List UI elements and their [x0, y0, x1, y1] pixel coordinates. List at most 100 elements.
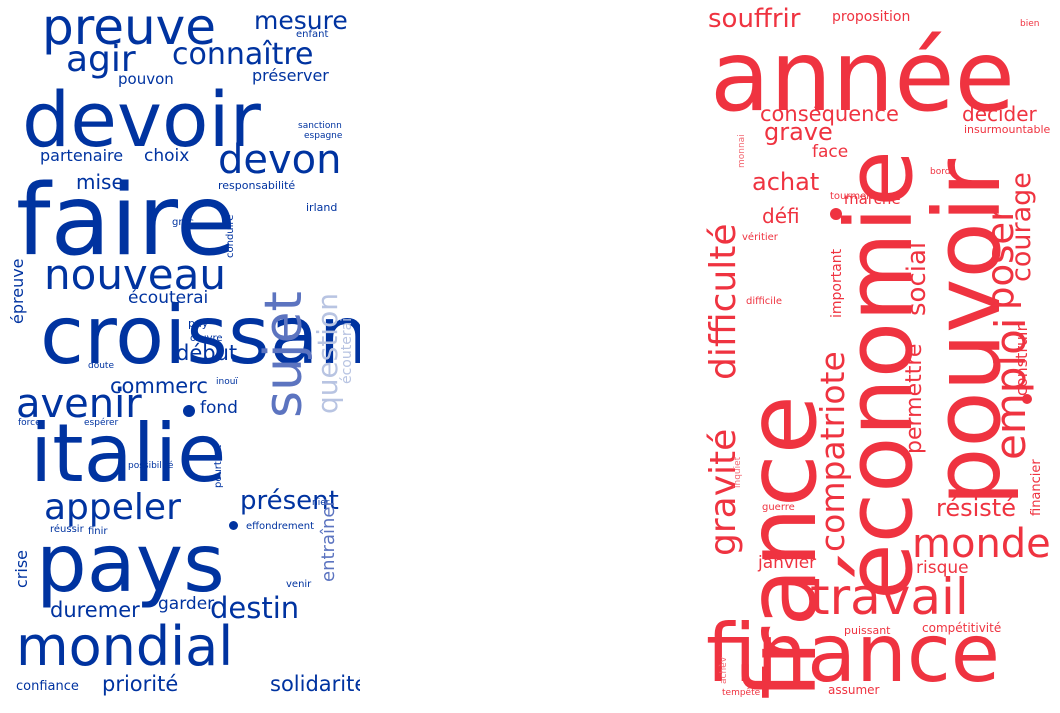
word-effondrement: finir	[88, 526, 108, 537]
word-oeuvre: pay	[188, 317, 209, 330]
word-reussir: nier	[312, 498, 330, 508]
dot	[229, 521, 238, 530]
word-inoui: doute	[88, 361, 114, 371]
word-monde: monde	[912, 521, 1051, 567]
word-achat: achat	[752, 168, 820, 196]
word-tenir: solidarité	[270, 672, 360, 696]
word-connaitre: connaître	[172, 37, 314, 72]
word-janvier: janvier	[758, 553, 817, 573]
word-pays: entraîner	[318, 499, 339, 582]
word-pouvon: pouvon	[118, 70, 174, 88]
word-finir: réussir	[50, 524, 84, 535]
word-italie: espérer	[84, 418, 119, 428]
word-bien: bien	[1020, 19, 1040, 29]
word-face: face	[812, 142, 849, 162]
word-assumer: assumer	[828, 683, 880, 697]
word-epreuve: nouveau	[44, 250, 226, 299]
right-word-cloud: souffrir proposition bien année conséque…	[700, 0, 1060, 713]
word-debut: œuvre	[190, 333, 223, 344]
word-responsabilite: responsabilité	[218, 179, 296, 192]
word-doute: début	[176, 341, 238, 365]
word-devoir: devoir	[22, 75, 261, 164]
word-financier: financier	[1029, 459, 1044, 516]
word-important: important	[829, 248, 845, 318]
word-tourmente: tourmente	[830, 191, 883, 202]
word-question: question	[311, 293, 344, 414]
word-mise: mise	[76, 170, 124, 194]
word-permettre: permettre	[902, 343, 927, 454]
word-puissant: puissant	[844, 624, 891, 637]
word-appeler: pourtant	[213, 444, 224, 488]
word-proposition: proposition	[832, 9, 911, 25]
word-confiance: mondial	[16, 615, 234, 678]
word-ecouterai: écouterai	[339, 317, 355, 384]
word-construir: construir	[1012, 324, 1031, 396]
word-travail: travail	[810, 568, 969, 626]
left-word-cloud: preuve mesure enfant agir connaître pouv…	[0, 0, 360, 713]
word-monnai: monnai	[737, 134, 747, 168]
word-fond: avenir	[16, 381, 142, 427]
word-souffrir: souffrir	[708, 4, 801, 34]
word-sanctionn: sanctionn	[298, 121, 342, 131]
word-grave: grave	[764, 118, 833, 146]
word-risque: risque	[916, 558, 969, 578]
word-pay: croissance	[40, 289, 360, 382]
word-garder: duremer	[50, 598, 140, 622]
word-compatriote: compatriote	[813, 351, 852, 552]
word-competitivite: compétitivité	[922, 621, 1002, 635]
word-nier: présent	[240, 486, 339, 516]
word-destin: garder	[158, 594, 215, 614]
word-commerc: inouï	[216, 377, 238, 387]
word-crise: italie	[30, 407, 227, 500]
word-insurmountable: insurmountable	[964, 123, 1051, 136]
dot	[830, 208, 842, 220]
word-irland: irland	[306, 201, 338, 214]
word-tempete: tempête	[722, 688, 761, 698]
word-decider: décider	[962, 102, 1037, 126]
word-agir: agir	[66, 39, 136, 80]
word-mesure: mesure	[254, 6, 348, 35]
word-achev: achèv	[719, 656, 729, 684]
word-enfant: enfant	[296, 29, 329, 40]
word-preserver: préserver	[252, 66, 329, 85]
word-veritier: véritier	[742, 232, 778, 243]
word-esperer: force	[18, 418, 41, 428]
word-entrainer: effondrement	[246, 521, 315, 532]
word-espagne: espagne	[304, 131, 343, 141]
word-venir: pays	[36, 517, 225, 610]
word-croissance: écouterai	[128, 288, 209, 308]
word-resiste: résisté	[936, 494, 1016, 522]
word-gravite: gravité	[703, 428, 744, 556]
word-faire: faire	[16, 164, 237, 278]
word-difficulte: difficulté	[703, 223, 744, 380]
word-poser: poser	[979, 206, 1022, 310]
word-nouveau: épreuve	[8, 258, 27, 324]
word-mondial: destin	[210, 591, 300, 625]
word-conduire: conduire	[225, 214, 236, 258]
dot	[183, 405, 195, 417]
word-pourtant: possibilité	[128, 461, 174, 471]
word-marche: marché	[844, 190, 901, 208]
word-duremer: venir	[286, 579, 312, 590]
word-avenir: commerc	[110, 374, 208, 398]
word-annee: année	[710, 20, 1015, 134]
word-finance: finance	[706, 607, 1001, 700]
word-defi: défi	[762, 204, 800, 228]
word-consequence: conséquence	[760, 102, 899, 126]
word-partenaire: partenaire	[40, 146, 124, 165]
word-solidarite: priorité	[102, 672, 179, 696]
word-preuve: preuve	[42, 0, 216, 56]
word-social: social	[902, 241, 932, 316]
word-difficile: difficile	[746, 296, 783, 307]
word-choix: choix	[144, 146, 190, 166]
dot	[1022, 394, 1032, 404]
word-inquiet: inquiet	[733, 456, 743, 488]
word-devon: devon	[218, 137, 342, 183]
word-present: appeler	[44, 487, 181, 528]
word-priorite: confiance	[16, 679, 79, 694]
word-force: fond	[200, 398, 238, 418]
word-sujet: sujet	[254, 291, 314, 418]
word-grec: grèc	[172, 217, 194, 228]
word-possibilite: crise	[12, 550, 31, 588]
word-bord: bord	[930, 167, 951, 177]
